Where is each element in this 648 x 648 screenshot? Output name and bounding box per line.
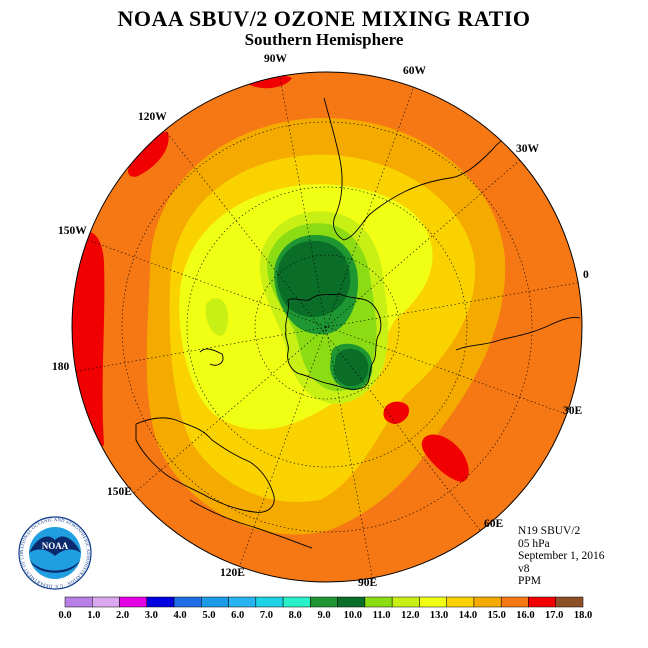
colorbar-swatch [119, 596, 148, 608]
lon-label-30w: 30W [516, 143, 540, 155]
colorbar-label: 17.0 [545, 610, 563, 621]
coast-antarctica [285, 293, 382, 390]
colorbar-label: 14.0 [459, 610, 477, 621]
longitude-labels: 90W 60W 30W 0 30E 60E 90E 120E 150E 180 … [52, 53, 589, 589]
field-red-east-large [421, 434, 469, 482]
map-subtitle: Southern Hemisphere [244, 30, 404, 49]
colorbar-label: 4.0 [174, 610, 187, 621]
colorbar-swatch [364, 596, 393, 608]
ozone-field [72, 72, 582, 582]
colorbar-label: 9.0 [317, 610, 330, 621]
lon-label-90e: 90E [358, 577, 378, 589]
lon-label-60w: 60W [403, 65, 427, 77]
colorbar-swatch [419, 596, 447, 608]
lon-label-150e: 150E [107, 486, 132, 498]
colorbar-swatch [92, 596, 120, 608]
colorbar-label: 3.0 [145, 610, 158, 621]
latitude-circle-3 [121, 121, 533, 533]
colorbar-swatch [146, 596, 175, 608]
coast-new-zealand [199, 348, 224, 366]
field-red-nw [128, 131, 169, 177]
info-date: September 1, 2016 [518, 550, 605, 562]
colorbar-label: 18.0 [574, 610, 592, 621]
lon-label-120w: 120W [138, 111, 167, 123]
field-red-east-small [383, 401, 410, 424]
colorbar-label: 2.0 [116, 610, 129, 621]
info-block: N19 SBUV/2 05 hPa September 1, 2016 v8 P… [518, 525, 605, 588]
map-border [71, 71, 583, 583]
colorbar-swatch [201, 596, 229, 608]
colorbar-label: 6.0 [231, 610, 244, 621]
lon-label-150w: 150W [58, 225, 87, 237]
lon-label-0: 0 [583, 269, 589, 281]
field-yellow-green-west [205, 298, 228, 336]
colorbar-label: 15.0 [487, 610, 505, 621]
colorbar-label: 5.0 [202, 610, 215, 621]
logo-text: NOAA [42, 541, 69, 551]
coast-africa [455, 317, 581, 351]
colorbar-swatch [337, 596, 366, 608]
colorbar-label: 12.0 [401, 610, 419, 621]
colorbar-swatch [228, 596, 257, 608]
colorbar: 0.0 1.0 2.0 3.0 4.0 5.0 6.0 7.0 8.0 9.0 10.0 11.0 12… [58, 596, 592, 621]
lon-label-180: 180 [52, 361, 70, 373]
colorbar-swatch [446, 596, 475, 608]
logo-gull [29, 536, 81, 556]
lon-label-30e: 30E [563, 405, 583, 417]
colorbar-label: 13.0 [430, 610, 448, 621]
colorbar-swatch [473, 596, 502, 608]
colorbar-swatch [500, 596, 529, 608]
colorbar-label: 7.0 [260, 610, 273, 621]
colorbar-label: 11.0 [373, 610, 391, 621]
info-level: 05 hPa [518, 537, 550, 550]
colorbar-swatch [310, 596, 338, 608]
colorbar-label: 10.0 [344, 610, 362, 621]
latitude-circle-2 [186, 186, 468, 468]
colorbar-swatch [64, 596, 93, 608]
lon-label-90w: 90W [264, 53, 288, 65]
coast-south-america [323, 97, 521, 241]
colorbar-swatch [528, 596, 556, 608]
field-dark-green-south [334, 348, 369, 387]
colorbar-label: 8.0 [289, 610, 302, 621]
meridian-30e-150w [87, 239, 567, 415]
meridian-60w-120e [239, 88, 414, 566]
latitude-circle-1 [254, 254, 400, 400]
meridian-30w-150e [132, 159, 521, 495]
graticule [72, 77, 582, 577]
lon-label-120e: 120E [220, 567, 245, 579]
field-dark-green [277, 240, 351, 318]
coast-australia [135, 417, 275, 513]
colorbar-swatch [391, 596, 420, 608]
lon-label-60e: 60E [484, 518, 504, 530]
info-version: v8 [518, 562, 530, 575]
colorbar-swatch [255, 596, 284, 608]
map-title: NOAA SBUV/2 OZONE MIXING RATIO [117, 6, 531, 31]
coast-indonesia [189, 499, 313, 549]
colorbar-label: 1.0 [87, 610, 100, 621]
colorbar-swatch [282, 596, 311, 608]
info-units: PPM [518, 575, 542, 587]
info-satellite: N19 SBUV/2 [518, 525, 581, 537]
colorbar-swatch [555, 596, 584, 608]
colorbar-swatch [173, 596, 202, 608]
meridian-90w-90e [279, 77, 373, 577]
logo-lower [30, 560, 80, 573]
colorbar-label: 0.0 [58, 610, 71, 621]
colorbar-label: 16.0 [516, 610, 534, 621]
coastlines [135, 97, 581, 549]
